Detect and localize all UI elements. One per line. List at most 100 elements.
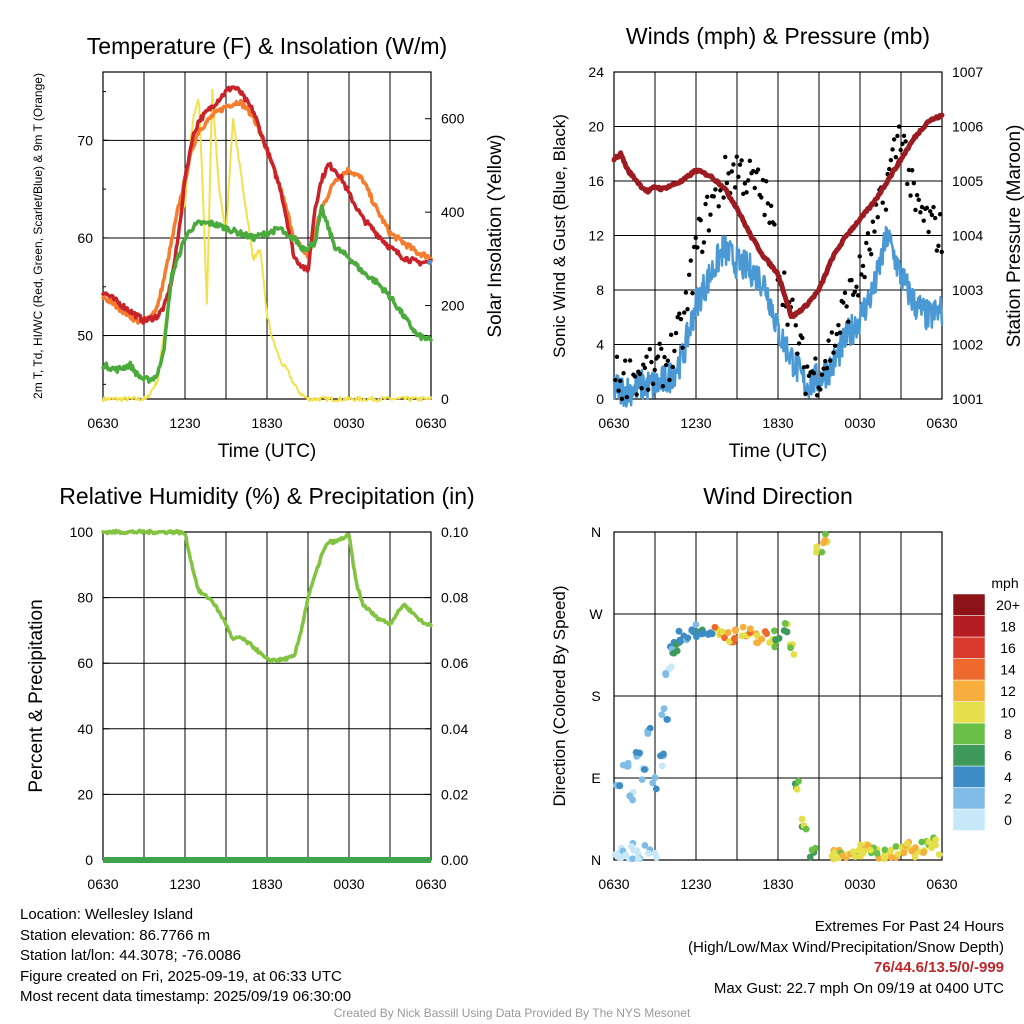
y-tick-label: 8 (596, 282, 604, 298)
colorbar-swatch (952, 593, 986, 616)
wind-direction-point (644, 849, 652, 857)
wind-direction-point (790, 651, 798, 658)
gust-point (685, 306, 690, 312)
y-tick-label: 70 (77, 132, 93, 148)
gust-point (695, 245, 700, 250)
series-sonic-wind (612, 225, 944, 408)
wind-direction-point (849, 848, 857, 856)
series-solar-insolation (102, 88, 432, 403)
y-right-tick-label: 1007 (952, 64, 983, 80)
gust-point (896, 124, 902, 129)
gust-point (814, 393, 820, 398)
y-right-tick-label: 0.02 (441, 786, 468, 802)
gust-point (664, 362, 669, 368)
gust-point (690, 290, 695, 296)
gust-point (931, 204, 936, 210)
wind-direction-point (719, 628, 727, 636)
gust-point (832, 343, 838, 349)
wind-direction-point (822, 530, 829, 538)
wind-direction-point (761, 628, 769, 635)
gust-point (693, 235, 698, 241)
gust-point (645, 387, 651, 392)
gust-point (677, 311, 682, 316)
gust-point (803, 391, 808, 397)
gust-point (837, 330, 843, 335)
gust-point (926, 229, 931, 235)
wind-direction-point (787, 644, 795, 652)
y-axis-label-left: Direction (Colored By Speed) (550, 585, 569, 806)
panel-humidity_precip: 0630 1230 1830 0030 0630 Relative Humidity (%… (26, 483, 475, 892)
gust-point (891, 137, 897, 142)
gust-point (623, 358, 628, 363)
meteogram-canvas: 0630 1230 1830 0030 0630 Temperature (F) & In… (26, 23, 1024, 892)
chart-title: Wind Direction (703, 483, 853, 509)
y-axis-label-right: Station Pressure (Maroon) (1004, 125, 1024, 348)
gust-point (880, 200, 885, 205)
wind-direction-point (932, 836, 940, 843)
y-tick-label: 16 (588, 173, 604, 189)
gust-point (680, 345, 685, 350)
y-tick-label: 12 (588, 228, 604, 244)
wind-direction-point (873, 850, 881, 857)
gust-point (828, 358, 833, 363)
gust-point (768, 203, 774, 209)
x-tick-label: 0630 (926, 876, 957, 892)
y-axis-label-left: Percent & Precipitation (26, 599, 47, 792)
gust-point (659, 346, 664, 352)
gust-point (752, 185, 757, 191)
wind-direction-point (818, 548, 826, 556)
series-station-pressure (611, 112, 945, 320)
y-tick-label: 60 (77, 230, 93, 246)
chart-title: Relative Humidity (%) & Precipitation (i… (59, 483, 474, 509)
wind-direction-point (616, 782, 624, 790)
gust-point (642, 365, 648, 371)
colorbar-swatch (952, 722, 986, 745)
gust-point (764, 179, 769, 184)
gust-point (706, 228, 712, 233)
wind-direction-point (746, 625, 754, 633)
wind-direction-point (730, 635, 738, 643)
gust-point (844, 304, 849, 309)
y-tick-label: 40 (77, 721, 93, 737)
colorbar-label: 14 (1000, 661, 1016, 677)
extremes-values: 76/44.6/13.5/0/-999 (873, 959, 1004, 976)
gust-point (765, 201, 771, 206)
wind-direction-point (798, 815, 806, 823)
gust-point (759, 195, 764, 200)
gust-point (823, 358, 828, 364)
gust-point (893, 154, 899, 160)
wind-direction-point (628, 843, 636, 850)
gust-point (824, 366, 830, 371)
gust-point (842, 290, 848, 296)
gust-point (805, 364, 810, 369)
y-right-tick-label: 1003 (952, 282, 983, 298)
gust-point (906, 167, 912, 173)
wind-direction-point (626, 792, 634, 800)
gust-point (937, 212, 943, 217)
y-tick-label: W (589, 606, 603, 622)
colorbar-label: 20+ (996, 597, 1020, 613)
gust-point (890, 147, 895, 152)
gust-point (905, 181, 910, 187)
series-relative-humidity (101, 528, 433, 664)
gust-point (918, 210, 923, 215)
gust-point (736, 174, 741, 180)
y-tick-label: 0 (596, 391, 604, 407)
wind-direction-point (652, 785, 660, 793)
gust-point (934, 248, 940, 253)
colorbar-label: 16 (1000, 640, 1016, 656)
gust-point (836, 322, 841, 328)
y-right-tick-label: 0.00 (441, 852, 468, 868)
gust-point (716, 204, 721, 209)
credit-text: Created By Nick Bassill Using Data Provi… (333, 1006, 691, 1020)
wind-direction-point (651, 774, 659, 782)
wind-direction-point (903, 840, 911, 847)
wind-direction-point (684, 634, 692, 642)
max-gust-text: Max Gust: 22.7 mph On 09/19 at 0400 UTC (713, 979, 1004, 997)
gust-point (939, 249, 944, 255)
gust-point (678, 316, 684, 322)
wind-direction-point (724, 629, 732, 636)
wind-direction-point (667, 663, 675, 671)
wind-direction-point (638, 776, 646, 784)
wind-direction-point (660, 705, 668, 713)
